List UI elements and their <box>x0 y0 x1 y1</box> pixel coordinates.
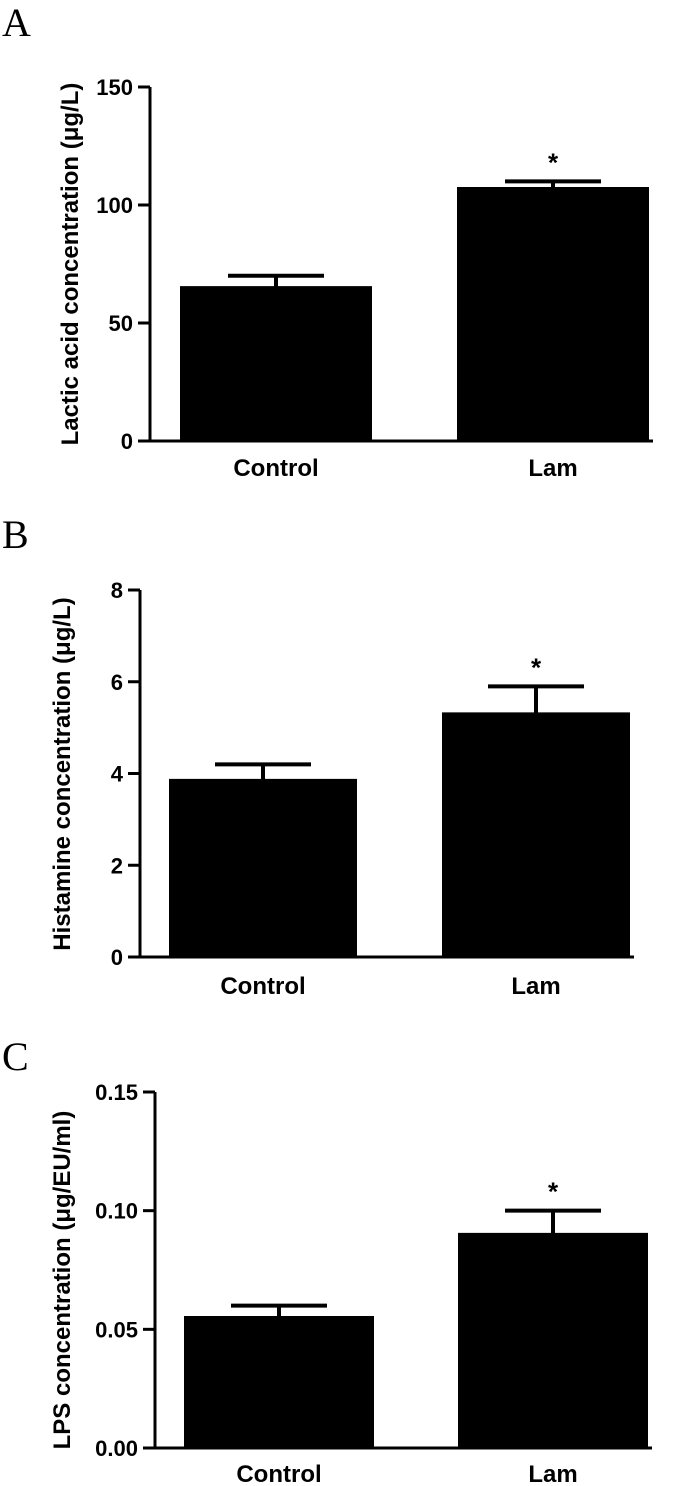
category-label: Lam <box>528 1461 577 1486</box>
y-tick-label: 2 <box>111 853 123 878</box>
y-tick-label: 6 <box>111 670 123 695</box>
y-tick-label: 4 <box>111 762 124 787</box>
y-tick-label: 0.15 <box>95 1080 138 1105</box>
y-tick-label: 50 <box>109 311 133 336</box>
category-label: Control <box>236 1461 321 1486</box>
panel-a-chart: A Lactic acid concentration (μg/L) 0 50 10… <box>2 0 653 482</box>
y-tick-label: 100 <box>96 193 133 218</box>
bar-lam <box>442 713 630 957</box>
y-axis-label: Lactic acid concentration (μg/L) <box>57 83 84 446</box>
y-tick-label: 0.10 <box>95 1199 138 1224</box>
category-label: Lam <box>528 455 577 482</box>
panel-c-chart: C LPS concentration (μg/EU/ml) 0.00 0.05 0… <box>2 1034 652 1486</box>
panel-letter: B <box>2 512 29 557</box>
bar-lam <box>457 188 649 441</box>
category-label: Lam <box>511 973 560 1000</box>
y-axis-label: Histamine concentration (μg/L) <box>49 597 76 950</box>
y-tick-label: 8 <box>111 578 123 603</box>
significance-marker: * <box>548 1177 559 1207</box>
y-tick-label: 0.05 <box>95 1317 138 1342</box>
significance-marker: * <box>531 652 542 682</box>
category-label: Control <box>220 973 305 1000</box>
bar-control <box>184 1317 374 1448</box>
category-label: Control <box>233 455 318 482</box>
bar-lam <box>458 1234 648 1448</box>
panel-letter: A <box>2 0 31 45</box>
panel-letter: C <box>2 1034 29 1079</box>
y-tick-label: 0.00 <box>95 1436 138 1461</box>
bar-control <box>180 287 372 441</box>
bar-control <box>169 780 357 957</box>
y-tick-label: 0 <box>111 945 123 970</box>
panel-b-chart: B Histamine concentration (μg/L) 0 2 4 6 8 Co… <box>2 512 634 1000</box>
significance-marker: * <box>548 147 559 177</box>
y-axis-label: LPS concentration (μg/EU/ml) <box>49 1111 76 1450</box>
y-tick-label: 150 <box>96 75 133 100</box>
y-tick-label: 0 <box>121 429 133 454</box>
